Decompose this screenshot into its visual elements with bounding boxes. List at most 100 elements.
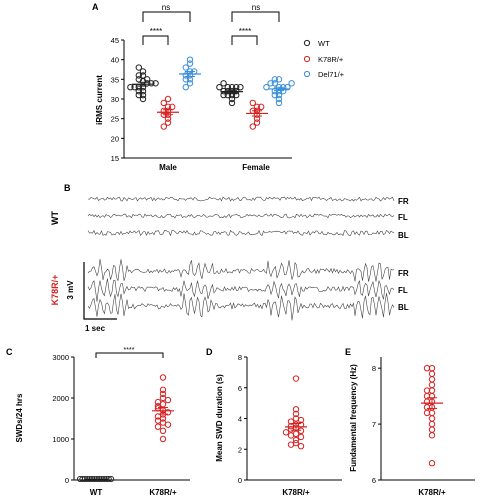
panel-c-point-wt [108,476,115,482]
panel-a-y-tick-label: 25 [111,115,119,124]
panel-e-y-tick-label: 8 [372,364,376,373]
panel-a-point [139,91,147,99]
panel-a-y-tick-label: 35 [111,75,119,84]
panel-a-legend: WT K78R/+ Del71/+ [303,39,345,79]
scale-bar [83,262,117,320]
panel-d-point [292,406,300,413]
sig-bracket-male [142,35,169,45]
panel-a-point [275,95,283,103]
panel-c-point-k78r [159,427,167,434]
panel-c-point-k78r [159,374,167,381]
panel-d-point [297,427,305,434]
eeg-trace [87,259,395,282]
panel-c-sig-stars: **** [124,347,135,354]
panel-d-y-tick-label: 4 [238,415,242,424]
panel-d-point [287,418,295,425]
panel-label-c: C [6,347,13,357]
panel-c-point-k78r [164,409,172,416]
panel-a-point [186,60,194,67]
panel-a-point [220,91,227,99]
panel-a-point [160,99,168,107]
panel-d-cat: K78R/+ [282,488,310,497]
panel-a-point [275,99,283,107]
ns-label-male: ns [162,3,170,12]
panel-a-point [228,99,236,107]
channel-label-bl-k78r: BL [398,303,409,312]
panel-a-point [253,119,261,126]
panel-e-point [428,381,436,389]
panel-e-ylabel: Fundamental frequency (Hz) [349,364,358,472]
ns-bracket-female [231,11,280,22]
panel-a-point [135,91,143,99]
ns-bracket-male [142,11,191,22]
panel-a-point [139,72,147,79]
panel-c-point-k78r [159,435,167,443]
panel-e-point [423,364,431,372]
legend-label-del71: Del71/+ [318,70,345,79]
panel-e-point [428,426,436,433]
panel-d-point [292,375,300,382]
panel-d-chart: Mean SWD duration (s) 0 2 4 6 8 K78R/+ [215,353,342,497]
sig-stars-female: **** [239,27,251,36]
panel-e-point [428,376,436,383]
panel-a-point [284,84,291,91]
panel-a-point [263,84,270,91]
panel-e-point [423,387,431,394]
scale-bar-time: 1 sec [85,324,106,333]
panel-a-point [228,95,236,103]
channel-label-bl-wt: BL [398,231,409,240]
legend-marker-k78r [303,55,311,63]
panel-a-point [182,84,190,91]
legend-label-k78r: K78R/+ [318,55,344,64]
panel-e-point [428,460,436,467]
panel-d-y-tick-label: 6 [238,384,242,393]
panel-d-point [297,416,305,424]
panel-label-d: D [206,347,213,357]
panel-a-point [152,80,159,87]
panel-d-point [292,436,300,444]
panel-a-point [164,119,172,126]
legend-marker-del71 [303,70,311,78]
panel-a-point [164,115,172,122]
eeg-trace [87,213,395,219]
channel-label-fl-k78r: FL [398,286,408,295]
panel-e-point [428,432,436,439]
panel-c-y-tick-label: 2000 [52,394,69,403]
panel-a-point [275,76,283,83]
panel-a-point [258,103,265,111]
sig-stars-male: **** [150,27,162,36]
panel-e-point [428,415,436,422]
panel-a-point [253,103,261,111]
eeg-trace [87,293,395,321]
panel-a-point [186,56,194,63]
panel-a-point [224,91,232,99]
panel-a-point [271,91,278,99]
eeg-trace [87,278,395,302]
panel-e-y-tick-label: 6 [372,476,376,485]
panel-a-point [249,99,257,107]
panel-a-y-tick-label: 40 [111,56,119,65]
panel-a-point [186,80,194,87]
panel-a-point [160,123,168,130]
eeg-trace [87,196,395,202]
panel-d-y-tick-label: 0 [238,476,242,485]
panel-e-point [428,370,436,377]
legend-label-wt: WT [318,39,330,48]
panel-b-wt-label: WT [50,211,60,225]
panel-a-point [271,80,278,87]
panel-c-cat-k78r: K78R/+ [149,488,177,497]
panel-a-y-tick-label: 45 [111,36,119,45]
ns-label-female: ns [252,3,260,12]
panel-d-ylabel: Mean SWD duration (s) [215,374,224,462]
panel-c-point-k78r [159,390,167,398]
panel-a-point [139,87,147,95]
panel-a-point [220,80,227,87]
panel-a-point [148,80,155,87]
channel-label-fr-k78r: FR [398,269,409,278]
panel-a-point [135,72,143,79]
panel-c-point-k78r [154,417,162,424]
panel-c-point-k78r [154,423,162,430]
panel-c-y-tick-label: 3000 [52,353,69,362]
